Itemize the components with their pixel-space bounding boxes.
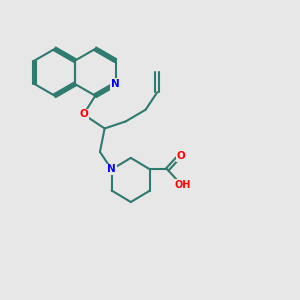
Text: O: O — [79, 110, 88, 119]
Text: OH: OH — [174, 180, 190, 190]
Text: N: N — [107, 164, 116, 174]
Text: O: O — [177, 151, 186, 161]
Text: N: N — [111, 79, 120, 89]
